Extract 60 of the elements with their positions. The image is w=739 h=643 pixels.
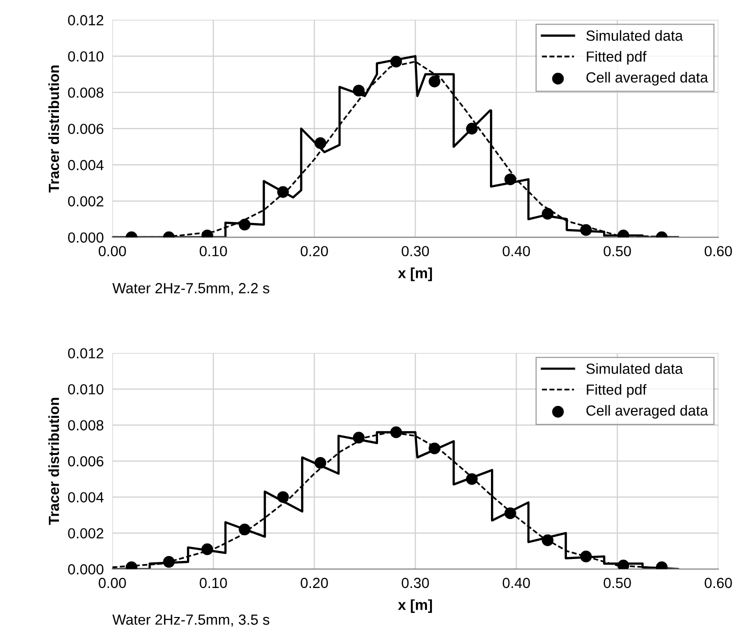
point: [277, 491, 289, 503]
point: [466, 122, 478, 134]
point: [352, 432, 365, 444]
y-tick-label: 0.000: [68, 564, 104, 574]
point: [542, 534, 554, 546]
x-tick-label: 0.40: [502, 246, 530, 256]
x-tick-label: 0.60: [704, 246, 732, 256]
point: [390, 56, 402, 68]
point: [352, 84, 365, 96]
y-tick-label: 0.000: [68, 232, 104, 243]
point: [504, 507, 516, 520]
text: Water 2Hz-7.5mm, 3.5 s: [112, 614, 270, 627]
y-tick-label: 0.012: [68, 15, 104, 26]
point: [201, 543, 214, 556]
y-axis-title: Tracer distribution: [48, 65, 60, 192]
x-axis-title: x [m]: [398, 599, 432, 613]
x-tick-label: 0.50: [604, 246, 631, 256]
point: [580, 550, 592, 562]
x-tick-label: 0.40: [502, 578, 530, 588]
legend-label: Cell averaged data: [586, 404, 708, 419]
y-axis-title: Tracer distribution: [48, 398, 60, 525]
legend-label: Simulated data: [586, 30, 683, 41]
y-tick-label: 0.008: [68, 420, 104, 430]
point: [277, 186, 289, 198]
y-tick-label: 0.010: [68, 384, 104, 394]
x-tick-label: 0.20: [300, 246, 328, 256]
x-tick-label: 0.00: [98, 578, 126, 588]
y-tick-label: 0.012: [68, 348, 104, 358]
y-tick-label: 0.008: [68, 87, 104, 98]
x-tick-label: 0.10: [200, 246, 227, 256]
point: [504, 173, 516, 186]
x-tick-label: 0.20: [300, 578, 328, 588]
x-tick-label: 0.60: [704, 578, 732, 588]
text: Water 2Hz-7.5mm, 2.2 s: [112, 283, 270, 296]
point: [163, 556, 175, 568]
x-axis-title: x [m]: [398, 268, 432, 282]
point: [466, 473, 478, 485]
point: [390, 426, 402, 438]
y-tick-label: 0.002: [68, 528, 104, 538]
point: [314, 137, 326, 149]
y-tick-label: 0.006: [68, 456, 104, 466]
y-tick-label: 0.004: [68, 160, 104, 170]
legend-label: Fitted pdf: [586, 51, 647, 65]
x-tick-label: 0.10: [200, 578, 227, 588]
point: [428, 442, 440, 454]
y-tick-label: 0.002: [68, 196, 104, 206]
y-tick-label: 0.006: [68, 124, 104, 134]
point: [238, 524, 250, 536]
point: [618, 560, 630, 570]
point: [428, 76, 440, 88]
legend-label: Cell averaged data: [586, 72, 708, 86]
x-tick-label: 0.30: [402, 578, 429, 588]
x-tick-label: 0.00: [98, 246, 126, 256]
legend-label: Fitted pdf: [586, 384, 647, 398]
y-tick-label: 0.010: [68, 51, 104, 62]
legend-label: Simulated data: [586, 363, 683, 374]
x-tick-label: 0.30: [402, 246, 429, 256]
point: [314, 456, 326, 469]
y-tick-label: 0.004: [68, 492, 104, 502]
x-tick-label: 0.50: [604, 578, 631, 588]
